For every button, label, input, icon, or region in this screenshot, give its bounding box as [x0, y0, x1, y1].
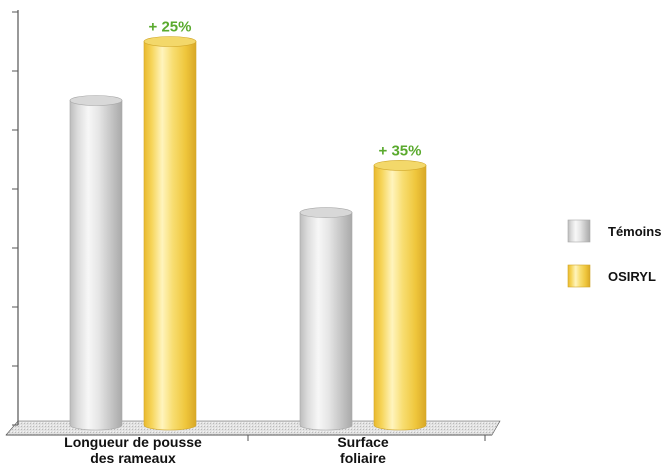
- bar-cap: [69, 95, 123, 106]
- data-label: + 25%: [149, 19, 192, 36]
- bars-layer: [69, 36, 427, 431]
- data-label: + 35%: [379, 142, 422, 159]
- y-axis: [12, 10, 19, 426]
- bar-body: [299, 212, 353, 431]
- bar-temoins-1: [299, 207, 353, 431]
- bar-osiryl-0: [143, 36, 197, 431]
- x-tick-label: Surface: [337, 434, 389, 450]
- legend-item-temoins: Témoins: [567, 219, 661, 243]
- legend-label: Témoins: [608, 224, 661, 239]
- bar-cap: [299, 207, 353, 218]
- bar-body: [69, 100, 123, 431]
- legend-item-osiryl: OSIRYL: [567, 264, 656, 288]
- legend-swatch: [567, 264, 591, 288]
- bar-cap: [143, 36, 197, 47]
- bar-body: [143, 41, 197, 431]
- bar-cap: [373, 160, 427, 171]
- legend-swatch: [567, 219, 591, 243]
- x-tick-label: Longueur de pousse: [64, 434, 202, 450]
- legend: Témoins OSIRYL: [567, 219, 661, 288]
- x-tick-label: des rameaux: [90, 450, 176, 466]
- bar-osiryl-1: [373, 160, 427, 431]
- bar-temoins-0: [69, 95, 123, 431]
- bar-body: [373, 165, 427, 431]
- x-tick-label: foliaire: [340, 450, 386, 466]
- legend-label: OSIRYL: [608, 269, 656, 284]
